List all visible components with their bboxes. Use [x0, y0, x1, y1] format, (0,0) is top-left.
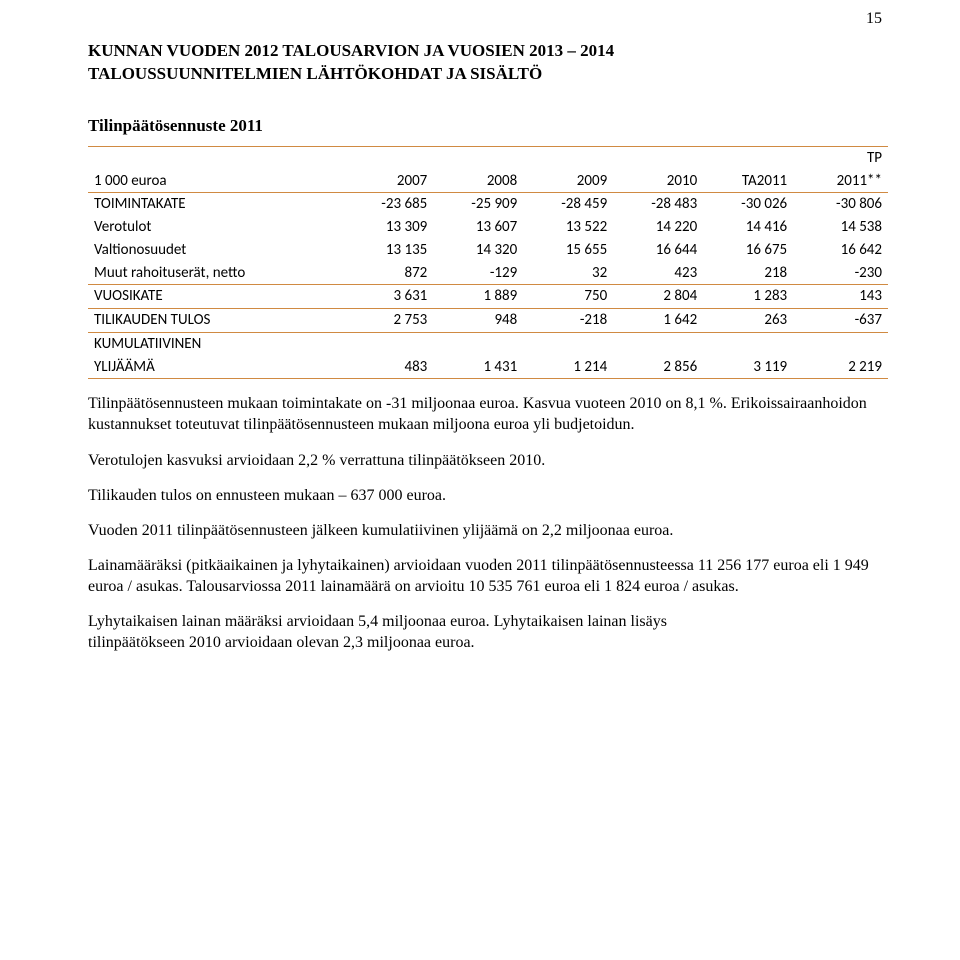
row-label: Muut rahoituserät, netto [88, 262, 343, 285]
cell: 14 320 [433, 239, 523, 262]
row-label: Valtionosuudet [88, 239, 343, 262]
cell: 218 [703, 262, 793, 285]
row-label: VUOSIKATE [88, 285, 343, 309]
cell: 14 538 [793, 216, 888, 239]
title-line-2: TALOUSSUUNNITELMIEN LÄHTÖKOHDAT JA SISÄL… [88, 64, 542, 83]
cell: 16 675 [703, 239, 793, 262]
cell: -30 806 [793, 193, 888, 216]
cell: 872 [343, 262, 433, 285]
paragraph-4: Vuoden 2011 tilinpäätösennusteen jälkeen… [88, 520, 888, 541]
cell: -25 909 [433, 193, 523, 216]
table-row: YLIJÄÄMÄ 483 1 431 1 214 2 856 3 119 2 2… [88, 356, 888, 379]
table-row: Muut rahoituserät, netto 872 -129 32 423… [88, 262, 888, 285]
paragraph-2: Verotulojen kasvuksi arvioidaan 2,2 % ve… [88, 450, 888, 471]
cell: 13 522 [523, 216, 613, 239]
cell: 2 804 [613, 285, 703, 309]
col-tp-label: TP [793, 146, 888, 169]
col-ta2011: TA2011 [703, 170, 793, 193]
cell: 32 [523, 262, 613, 285]
cell: 13 607 [433, 216, 523, 239]
cell: 16 642 [793, 239, 888, 262]
col-unit: 1 000 euroa [88, 170, 343, 193]
table-row: VUOSIKATE 3 631 1 889 750 2 804 1 283 14… [88, 285, 888, 309]
table-row: TOIMINTAKATE -23 685 -25 909 -28 459 -28… [88, 193, 888, 216]
cell: 13 135 [343, 239, 433, 262]
cell: 13 309 [343, 216, 433, 239]
cell: 2 219 [793, 356, 888, 379]
cell: -28 459 [523, 193, 613, 216]
paragraph-6b: tilinpäätökseen 2010 arvioidaan olevan 2… [88, 632, 888, 653]
col-2010: 2010 [613, 170, 703, 193]
col-2011: 2011** [793, 170, 888, 193]
paragraph-5: Lainamääräksi (pitkäaikainen ja lyhytaik… [88, 555, 888, 597]
row-label: KUMULATIIVINEN [88, 332, 343, 355]
cell: 948 [433, 309, 523, 333]
table-row: KUMULATIIVINEN [88, 332, 888, 355]
cell: -230 [793, 262, 888, 285]
cell: 2 753 [343, 309, 433, 333]
col-2007: 2007 [343, 170, 433, 193]
cell: 1 431 [433, 356, 523, 379]
paragraph-1: Tilinpäätösennusteen mukaan toimintakate… [88, 393, 888, 435]
cell: 1 642 [613, 309, 703, 333]
cell: 3 631 [343, 285, 433, 309]
cell: 483 [343, 356, 433, 379]
cell: 14 416 [703, 216, 793, 239]
row-label: Verotulot [88, 216, 343, 239]
section-heading: Tilinpäätösennuste 2011 [88, 116, 888, 136]
page-number: 15 [866, 10, 882, 28]
cell: 263 [703, 309, 793, 333]
cell: 1 214 [523, 356, 613, 379]
table-header-row-tp: TP [88, 146, 888, 169]
col-2009: 2009 [523, 170, 613, 193]
paragraph-3: Tilikauden tulos on ennusteen mukaan – 6… [88, 485, 888, 506]
cell: 750 [523, 285, 613, 309]
cell: 2 856 [613, 356, 703, 379]
cell: -637 [793, 309, 888, 333]
cell: 15 655 [523, 239, 613, 262]
cell: 16 644 [613, 239, 703, 262]
row-label: YLIJÄÄMÄ [88, 356, 343, 379]
cell: -129 [433, 262, 523, 285]
cell: 3 119 [703, 356, 793, 379]
cell: -28 483 [613, 193, 703, 216]
paragraph-6a: Lyhytaikaisen lainan määräksi arvioidaan… [88, 611, 888, 632]
financial-table: TP 1 000 euroa 2007 2008 2009 2010 TA201… [88, 146, 888, 380]
table-row: Verotulot 13 309 13 607 13 522 14 220 14… [88, 216, 888, 239]
cell: 423 [613, 262, 703, 285]
row-label: TOIMINTAKATE [88, 193, 343, 216]
cell: 143 [793, 285, 888, 309]
col-2008: 2008 [433, 170, 523, 193]
table-header-row-years: 1 000 euroa 2007 2008 2009 2010 TA2011 2… [88, 170, 888, 193]
cell: 1 283 [703, 285, 793, 309]
row-label: TILIKAUDEN TULOS [88, 309, 343, 333]
cell: -23 685 [343, 193, 433, 216]
table-row: Valtionosuudet 13 135 14 320 15 655 16 6… [88, 239, 888, 262]
cell: -30 026 [703, 193, 793, 216]
main-title: KUNNAN VUODEN 2012 TALOUSARVION JA VUOSI… [88, 40, 888, 86]
cell: -218 [523, 309, 613, 333]
cell: 1 889 [433, 285, 523, 309]
table-row: TILIKAUDEN TULOS 2 753 948 -218 1 642 26… [88, 309, 888, 333]
title-line-1: KUNNAN VUODEN 2012 TALOUSARVION JA VUOSI… [88, 41, 614, 60]
cell: 14 220 [613, 216, 703, 239]
